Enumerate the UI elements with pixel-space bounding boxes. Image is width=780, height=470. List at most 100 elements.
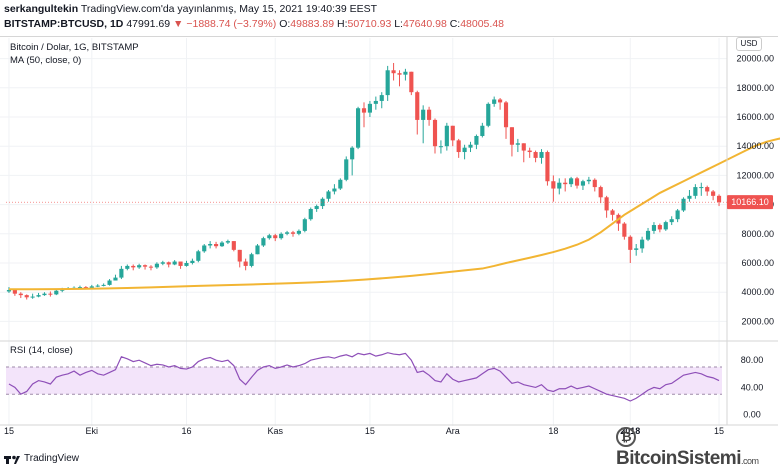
candle-body	[137, 265, 142, 268]
candle-body	[480, 125, 485, 136]
candle-body	[645, 230, 651, 240]
candle-body	[219, 242, 225, 247]
candle-body	[462, 147, 467, 153]
x-tick-label: 18	[548, 426, 558, 436]
y-tick-label: 4000.00	[741, 287, 774, 297]
candle-body	[154, 263, 159, 268]
candle-body	[255, 245, 260, 255]
candle-body	[474, 135, 479, 145]
candle-body	[397, 73, 402, 75]
open-label: O:	[279, 18, 291, 30]
last-price: 47991.69	[126, 18, 171, 30]
candle-body	[18, 293, 23, 296]
header-line-1: serkangultekin TradingView.com'da yayınl…	[4, 3, 377, 15]
candle-body	[296, 230, 301, 234]
rsi-tick-label: 40.00	[741, 382, 764, 392]
candle-body	[533, 152, 538, 158]
close-label: C:	[449, 18, 461, 30]
candle-body	[492, 99, 497, 104]
candle-body	[83, 287, 88, 289]
y-tick-label: 6000.00	[741, 258, 774, 268]
candle-body	[545, 152, 550, 182]
candle-body	[30, 296, 35, 298]
tradingview-logo-icon	[4, 455, 20, 464]
y-tick-label: 14000.00	[736, 141, 774, 151]
x-tick-label: 15	[365, 426, 375, 436]
y-tick-label: 16000.00	[736, 112, 774, 122]
candle-body	[231, 241, 236, 250]
x-tick-label: 15	[714, 426, 724, 436]
open-value: 49883.89	[290, 18, 335, 30]
currency-button[interactable]: USD	[736, 37, 762, 51]
candle-body	[12, 290, 17, 294]
candle-body	[166, 262, 171, 265]
candle-body	[125, 265, 130, 269]
candle-body	[634, 248, 639, 250]
candle-body	[267, 235, 272, 239]
ma-line	[8, 137, 780, 291]
candle-body	[391, 70, 396, 74]
ma-legend[interactable]: MA (50, close, 0)	[10, 55, 82, 66]
candle-body	[243, 261, 248, 266]
candle-body	[563, 182, 568, 185]
candle-body	[699, 187, 704, 189]
y-tick-label: 12000.00	[736, 170, 774, 180]
candle-body	[640, 239, 645, 249]
candle-body	[385, 70, 390, 96]
candle-body	[89, 286, 94, 288]
candle-body	[657, 225, 662, 230]
candle-body	[628, 236, 633, 250]
candle-body	[468, 144, 473, 148]
rsi-line	[8, 352, 720, 402]
author-name[interactable]: serkangultekin	[4, 3, 79, 15]
candle-body	[711, 191, 716, 196]
candle-body	[379, 95, 384, 101]
candle-body	[196, 251, 201, 261]
candle-body	[421, 109, 426, 120]
candle-body	[444, 125, 449, 147]
candle-body	[6, 290, 12, 292]
candle-body	[432, 119, 438, 147]
close-value: 48005.48	[460, 18, 504, 30]
candle-body	[24, 295, 29, 298]
last-price-label: 10166.10	[731, 197, 769, 207]
rsi-legend[interactable]: RSI (14, close)	[10, 345, 73, 356]
chart-frame	[0, 36, 778, 469]
candle-body	[681, 198, 686, 211]
low-label: L:	[394, 18, 403, 30]
candle-body	[77, 287, 83, 289]
candle-body	[142, 265, 148, 267]
candle-body	[350, 147, 355, 160]
candle-body	[716, 195, 722, 203]
candle-body	[427, 109, 432, 120]
candle-body	[651, 225, 657, 231]
candle-body	[320, 198, 325, 207]
candle-body	[148, 266, 154, 268]
published-info: TradingView.com'da yayınlanmış, May 15, …	[80, 3, 378, 15]
candle-body	[273, 235, 278, 239]
candle-body	[42, 293, 47, 296]
candle-body	[178, 261, 183, 266]
candle-body	[285, 232, 290, 234]
candle-body	[290, 232, 296, 234]
tradingview-footer[interactable]: TradingView	[4, 453, 79, 464]
candle-body	[314, 206, 319, 209]
candle-body	[367, 103, 372, 113]
rsi-band	[6, 367, 722, 395]
tradingview-brand: TradingView	[24, 453, 80, 464]
candle-body	[48, 293, 53, 295]
candle-body	[610, 210, 615, 215]
candle-body	[54, 290, 59, 295]
high-label: H:	[337, 18, 348, 30]
candle-body	[202, 245, 207, 252]
candle-body	[515, 143, 520, 145]
candle-body	[403, 71, 408, 75]
candle-body	[415, 92, 420, 120]
watermark-logo: ₿ BitcoinSistemi.com	[616, 426, 780, 470]
candle-body	[279, 233, 284, 239]
y-tick-label: 18000.00	[736, 83, 774, 93]
y-tick-label: 8000.00	[741, 229, 774, 239]
down-arrow-icon: ▼	[173, 18, 184, 30]
y-tick-label: 2000.00	[741, 316, 774, 326]
